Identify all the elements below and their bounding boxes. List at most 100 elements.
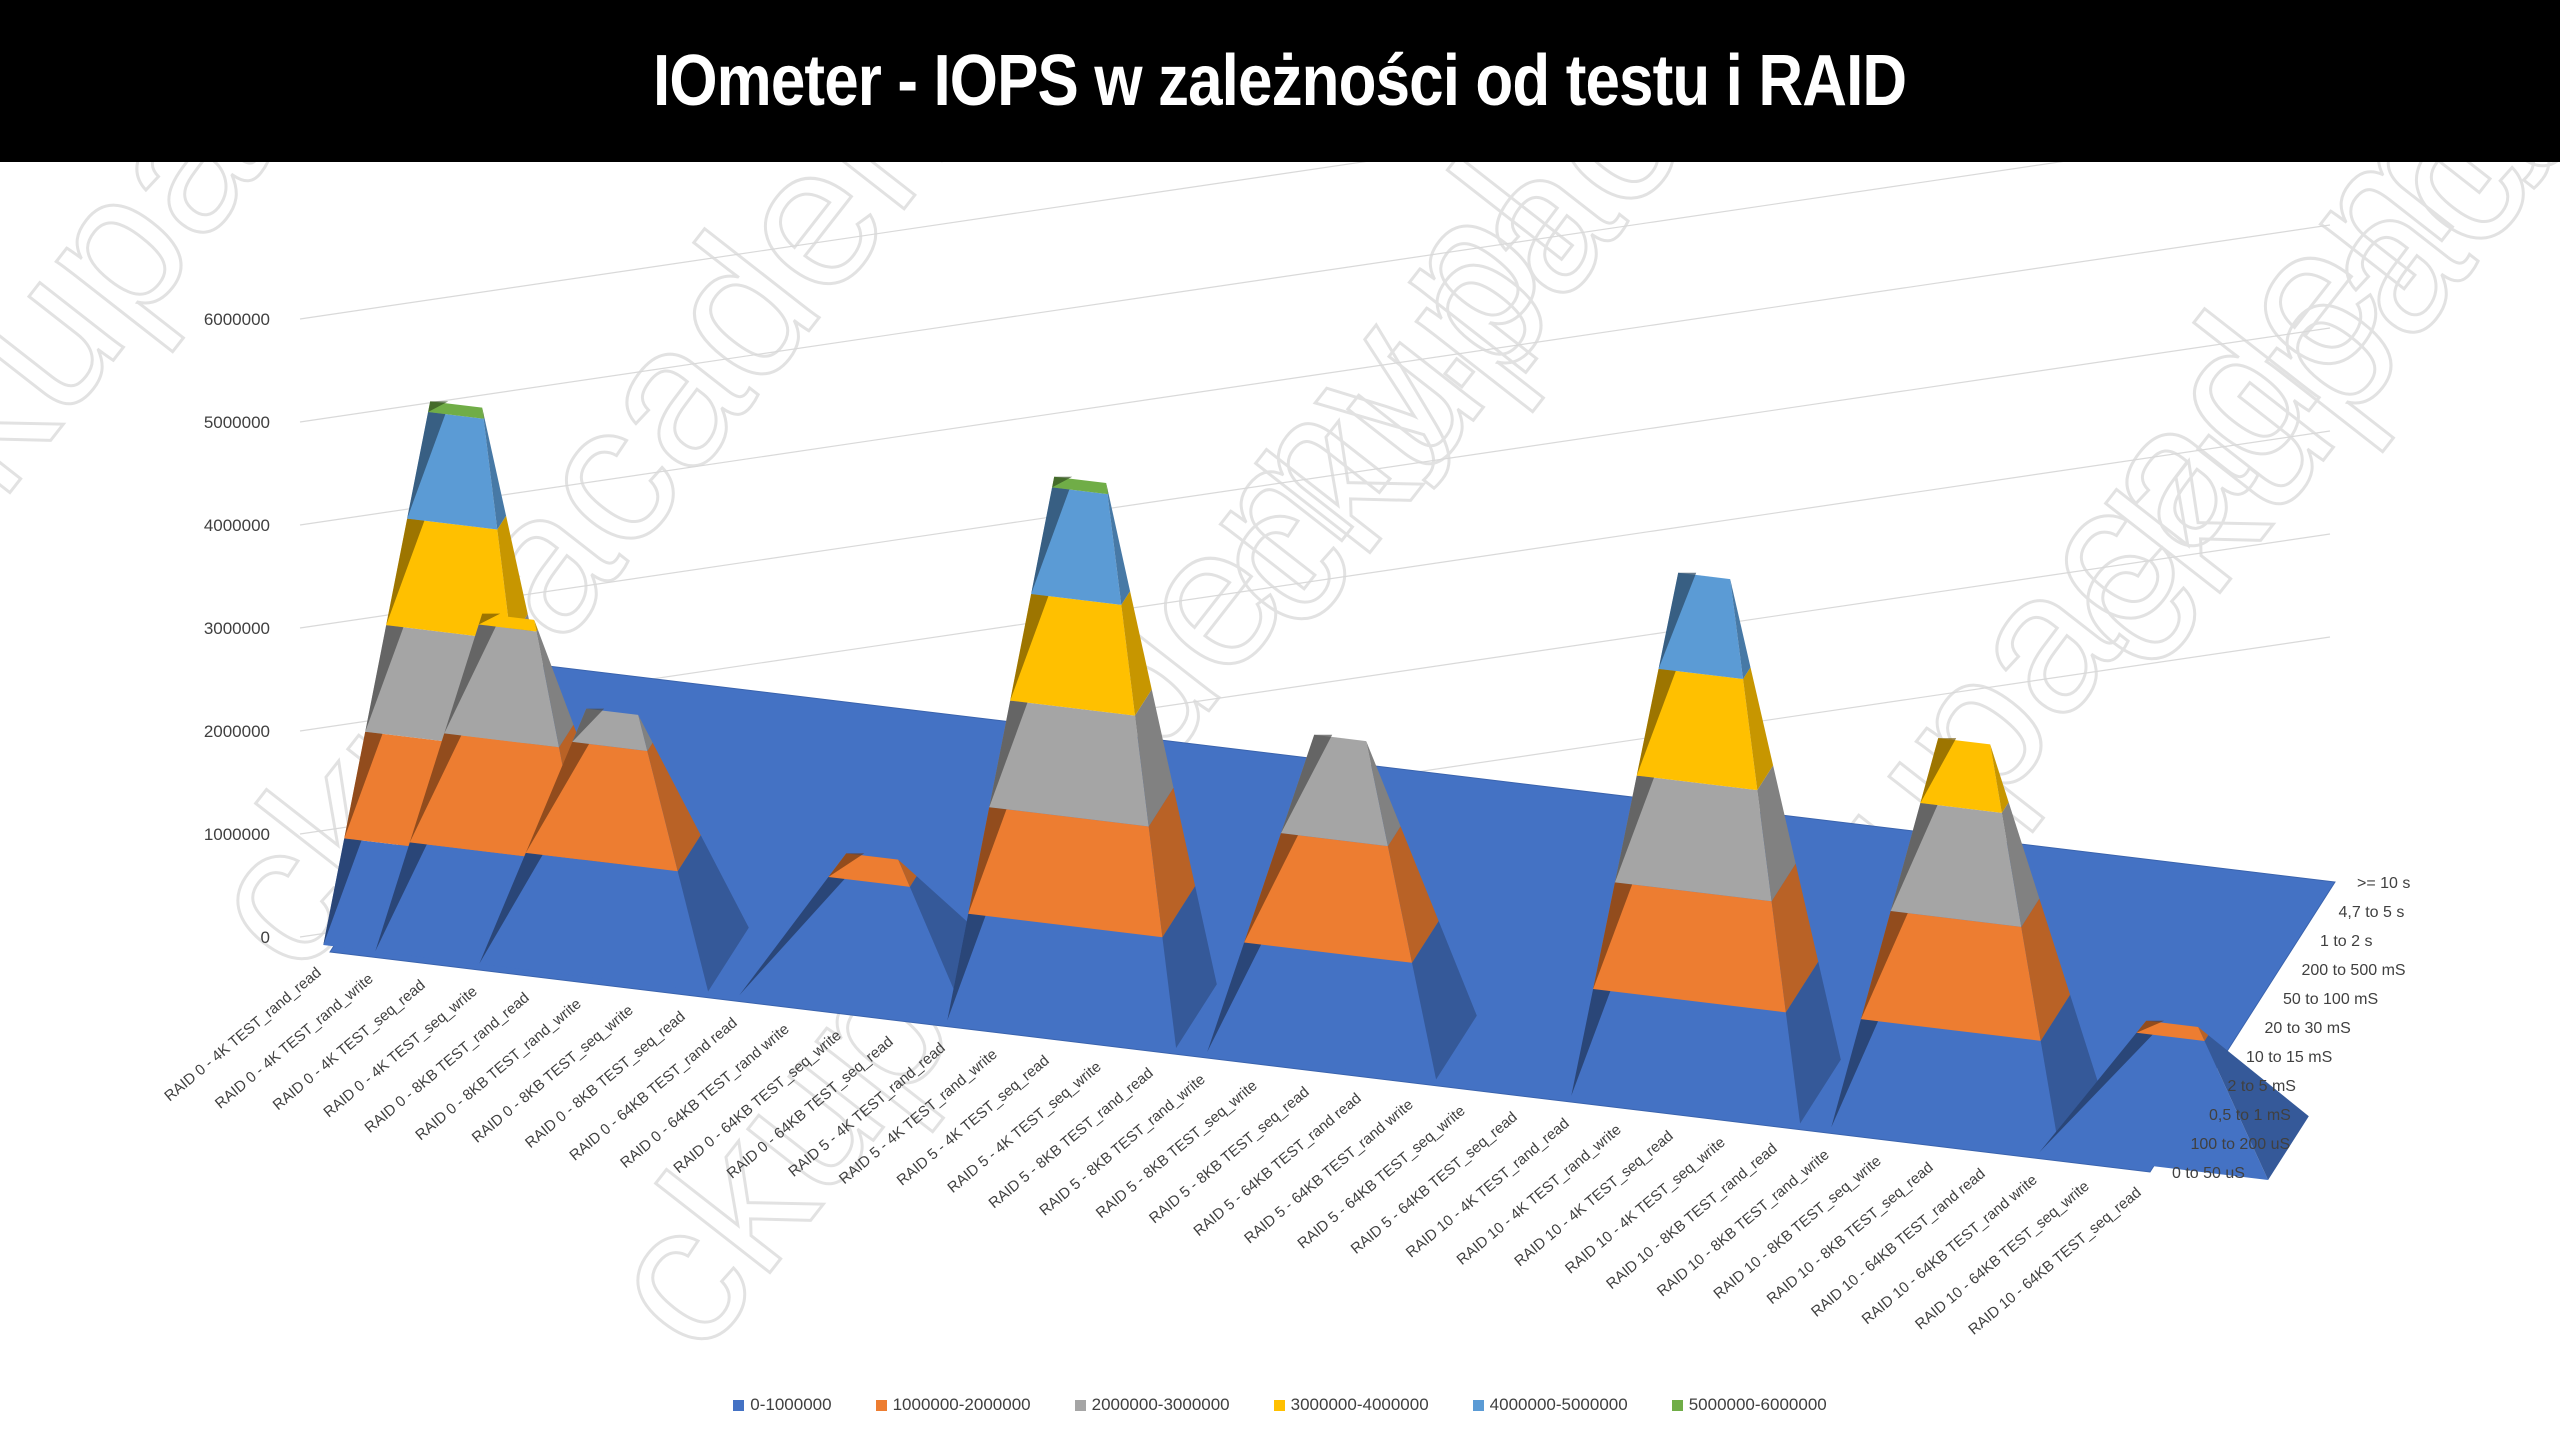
peak-band-shade xyxy=(1831,1019,1879,1128)
surface-peaks xyxy=(323,401,2309,1181)
peak-top xyxy=(482,613,535,620)
peak-band-shade xyxy=(344,731,384,839)
peak-band-side xyxy=(1990,744,2009,813)
peak-band-shade xyxy=(2136,1020,2165,1033)
y-tick-label: 200 to 500 mS xyxy=(2302,962,2406,979)
legend-swatch xyxy=(1472,1399,1484,1411)
surface-chart: ckupacademy.plckupacademy.plckupacademy.… xyxy=(0,162,2560,1390)
peak-band-front xyxy=(1860,911,2041,1041)
legend-item: 2000000-3000000 xyxy=(1074,1395,1230,1415)
z-tick-label: 4000000 xyxy=(204,516,270,535)
z-tick-label: 1000000 xyxy=(204,825,270,844)
peak-band-front xyxy=(1010,594,1135,716)
surface-peak xyxy=(479,708,749,992)
peak-band-side xyxy=(1106,483,1109,495)
peak-band-shade xyxy=(323,838,363,945)
peak-band-shade xyxy=(572,708,605,742)
peak-band-shade xyxy=(525,741,591,853)
legend-swatch xyxy=(1671,1399,1683,1411)
peak-band-side xyxy=(483,417,507,530)
peak-band-shade xyxy=(409,733,463,843)
peak-band-side xyxy=(1387,826,1439,963)
y-tick-label: >= 10 s xyxy=(2357,875,2410,892)
peak-band-side xyxy=(1366,741,1401,847)
peak-band-shade xyxy=(1281,734,1333,834)
peak-band-shade xyxy=(828,853,865,877)
z-tick-label: 3000000 xyxy=(204,619,270,638)
peak-band-side xyxy=(536,629,574,748)
peak-band-front xyxy=(947,913,1177,1049)
peak-band-front xyxy=(386,518,511,641)
peak-band-side xyxy=(1121,591,1152,716)
peak-band-shade xyxy=(407,411,447,519)
peak-band-side xyxy=(497,515,528,641)
peak-band-side xyxy=(1757,765,1796,902)
peak-band-side xyxy=(2204,1035,2309,1181)
peak-band-shade xyxy=(375,842,428,952)
peak-band-side xyxy=(482,407,485,419)
peak-band-shade xyxy=(989,700,1029,808)
peak-band-shade xyxy=(1636,668,1677,776)
peak-band-shade xyxy=(1052,476,1073,488)
y-axis-labels: 0 to 50 uS 100 to 200 uS 0,5 to 1 mS 2 to 5… xyxy=(2172,875,2410,1182)
y-tick-label: 4,7 to 5 s xyxy=(2339,904,2405,921)
peak-band-front xyxy=(1244,833,1412,963)
peak-band-front xyxy=(1571,989,1801,1124)
peak-top xyxy=(1054,476,1107,484)
gridline xyxy=(299,224,2331,526)
peak-band-side xyxy=(677,835,749,992)
gridline xyxy=(299,162,2064,423)
peak-band-side xyxy=(534,619,538,632)
peak-band-shade xyxy=(739,876,847,996)
peak-band-shade xyxy=(1010,594,1050,701)
legend-label: 1000000-2000000 xyxy=(892,1395,1031,1414)
peak-band-front xyxy=(1052,476,1108,495)
legend-item: 4000000-5000000 xyxy=(1472,1395,1628,1415)
peak-band-shade xyxy=(968,807,1008,914)
peak-band-shade xyxy=(2039,1032,2155,1153)
peak-band-shade xyxy=(1207,942,1263,1052)
peak-band-shade xyxy=(947,913,987,1021)
y-tick-label: 0 to 50 uS xyxy=(2172,1165,2245,1182)
peak-band-side xyxy=(898,859,917,887)
peak-band-shade xyxy=(1614,775,1655,883)
peak-band-front xyxy=(1636,668,1758,791)
peak-band-side xyxy=(1107,492,1131,605)
y-tick-label: 10 to 15 mS xyxy=(2246,1049,2332,1066)
peak-band-front xyxy=(1593,882,1786,1013)
peak-band-shade xyxy=(1658,572,1697,669)
legend-label: 2000000-3000000 xyxy=(1091,1395,1230,1414)
legend-label: 0-1000000 xyxy=(750,1395,832,1414)
gridline xyxy=(299,162,1367,320)
peak-band-side xyxy=(2001,802,2040,927)
y-tick-label: 100 to 200 uS xyxy=(2191,1136,2291,1153)
z-tick-label: 0 xyxy=(261,928,270,947)
y-tick-label: 1 to 2 s xyxy=(2320,933,2372,950)
legend-item: 1000000-2000000 xyxy=(875,1395,1031,1415)
peak-band-front xyxy=(989,700,1149,827)
peak-top xyxy=(2146,1020,2199,1028)
y-tick-label: 50 to 100 mS xyxy=(2283,991,2378,1008)
surface-peak xyxy=(2039,1020,2309,1181)
legend-item: 3000000-4000000 xyxy=(1273,1395,1429,1415)
peak-band-front xyxy=(1831,1019,2061,1155)
peak-band-side xyxy=(1743,667,1774,791)
peak-top xyxy=(586,708,639,715)
peak-band-front xyxy=(968,807,1163,938)
peak-band-side xyxy=(1134,689,1174,827)
peak-band-front xyxy=(1207,942,1437,1080)
peak-band-side xyxy=(1771,863,1819,1013)
chart-legend: 0-1000000 1000000-2000000 2000000-3000000 3… xyxy=(0,1395,2560,1415)
legend-swatch xyxy=(1273,1399,1285,1411)
peak-band-front xyxy=(478,613,537,632)
y-tick-label: 0,5 to 1 mS xyxy=(2209,1107,2291,1124)
peak-band-front xyxy=(739,876,969,1023)
legend-swatch xyxy=(1074,1399,1086,1411)
peak-band-front xyxy=(1614,775,1772,902)
peak-band-shade xyxy=(1920,738,1957,803)
y-tick-label: 2 to 5 mS xyxy=(2228,1078,2296,1095)
peak-band-shade xyxy=(1571,989,1612,1096)
peak-band-side xyxy=(2198,1027,2209,1041)
peak-band-side xyxy=(2040,994,2101,1155)
peak-band-shade xyxy=(1031,487,1071,595)
